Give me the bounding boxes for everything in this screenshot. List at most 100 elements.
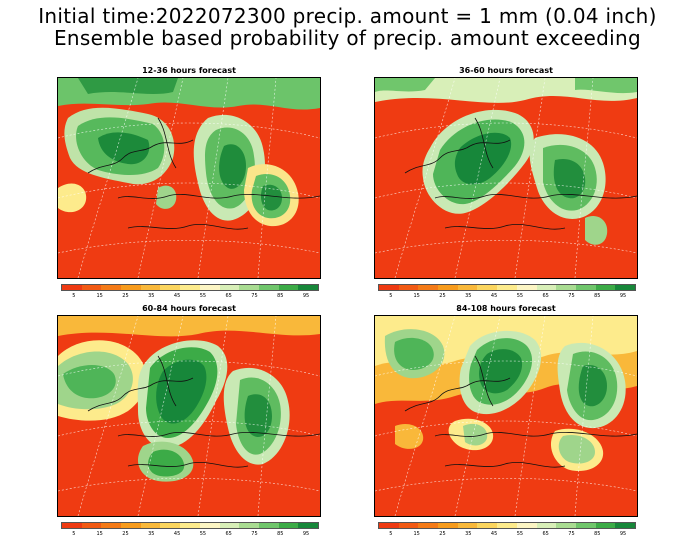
color-scale-label: 95 [619,531,627,537]
panel-title: 84-108 hours forecast [456,304,556,313]
color-scale-swatch [278,523,299,528]
color-scale-label: 75 [251,531,258,537]
color-scale-bar [378,284,636,291]
color-scale-label: 65 [225,293,232,299]
chart-title-line1: Initial time:2022072300 precip. amount =… [38,4,657,28]
color-scale-swatch [298,285,318,290]
map-canvas [58,78,320,278]
color-scale-label: 15 [413,531,420,537]
color-scale-swatch [477,285,498,290]
panel-title: 36-60 hours forecast [459,66,553,75]
color-scale-swatch [595,285,616,290]
color-scale-swatch [516,285,537,290]
map-canvas [58,316,320,516]
color-scale-label: 15 [96,293,103,299]
color-scale-labels: 5 15 25 35 45 55 65 75 85 95 [61,530,319,538]
color-scale-swatch [398,285,419,290]
color-scale-label: 15 [96,531,103,537]
color-scale-label: 45 [490,531,498,537]
color-scale-swatch [180,523,200,528]
color-scale-labels: 5 15 25 35 45 55 65 75 85 95 [61,292,319,300]
color-scale-swatch [298,523,318,528]
color-scale-swatch [398,523,419,528]
map-canvas [375,78,637,278]
color-scale-swatch [536,523,557,528]
color-scale-label: 35 [465,531,472,537]
color-scale-swatch [379,285,399,290]
map-canvas [375,316,637,516]
color-scale-swatch [180,285,200,290]
color-scale-label: 25 [439,293,446,299]
color-scale-swatch [121,523,141,528]
color-scale-label: 5 [72,293,76,299]
color-scale-swatch [457,285,478,290]
color-scale-swatch [497,523,517,528]
color-scale-label: 35 [465,293,472,299]
color-scale-label: 95 [302,531,310,537]
probability-map [57,315,321,517]
color-scale-label: 35 [148,293,155,299]
color-scale-swatch [278,285,299,290]
color-scale-swatch [199,523,220,528]
color-scale-label: 55 [516,293,524,299]
color-scale-labels: 5 15 25 35 45 55 65 75 85 95 [378,530,636,538]
color-scale-swatch [199,285,220,290]
color-scale-swatch [258,523,279,528]
color-scale-swatch [556,285,576,290]
color-scale-swatch [121,285,141,290]
color-scale-bar [378,522,636,529]
color-scale-label: 5 [389,531,393,537]
probability-map [374,77,638,279]
color-scale-swatch [219,285,240,290]
color-scale-swatch [239,285,259,290]
color-scale-label: 45 [173,531,181,537]
panel-title: 12-36 hours forecast [142,66,236,75]
color-scale-swatch [556,523,576,528]
color-scale-swatch [457,523,478,528]
color-scale-swatch [418,285,439,290]
color-scale-label: 65 [542,293,549,299]
color-scale-swatch [62,523,82,528]
color-scale-swatch [536,285,557,290]
color-scale-label: 25 [122,293,129,299]
color-scale-swatch [516,523,537,528]
color-scale-label: 75 [251,293,258,299]
color-scale-swatch [615,285,635,290]
color-scale-swatch [418,523,439,528]
color-scale-label: 65 [542,531,549,537]
color-scale-label: 45 [490,293,498,299]
color-scale-label: 55 [516,531,524,537]
color-scale-label: 25 [122,531,129,537]
color-scale-swatch [81,523,102,528]
color-scale-label: 55 [199,531,207,537]
chart-title-line2: Ensemble based probability of precip. am… [53,26,641,50]
color-scale-label: 5 [389,293,393,299]
panel-title: 60-84 hours forecast [142,304,236,313]
color-scale-label: 85 [594,531,601,537]
color-scale-labels: 5 15 25 35 45 55 65 75 85 95 [378,292,636,300]
color-scale-swatch [140,523,161,528]
color-scale-swatch [595,523,616,528]
color-scale-swatch [497,285,517,290]
color-scale-swatch [575,285,596,290]
color-scale-swatch [438,285,458,290]
color-scale-swatch [258,285,279,290]
color-scale-label: 65 [225,531,232,537]
color-scale-label: 95 [619,293,627,299]
color-scale-swatch [140,285,161,290]
color-scale-swatch [219,523,240,528]
color-scale-swatch [101,285,122,290]
color-scale-label: 85 [594,293,601,299]
color-scale-label: 95 [302,293,310,299]
color-scale-swatch [160,523,181,528]
color-scale-swatch [101,523,122,528]
color-scale-label: 75 [568,293,575,299]
color-scale-swatch [615,523,635,528]
color-scale-bar [61,522,319,529]
color-scale-label: 55 [199,293,207,299]
color-scale-swatch [477,523,498,528]
color-scale-swatch [239,523,259,528]
color-scale-label: 15 [413,293,420,299]
color-scale-swatch [81,285,102,290]
color-scale-swatch [62,285,82,290]
